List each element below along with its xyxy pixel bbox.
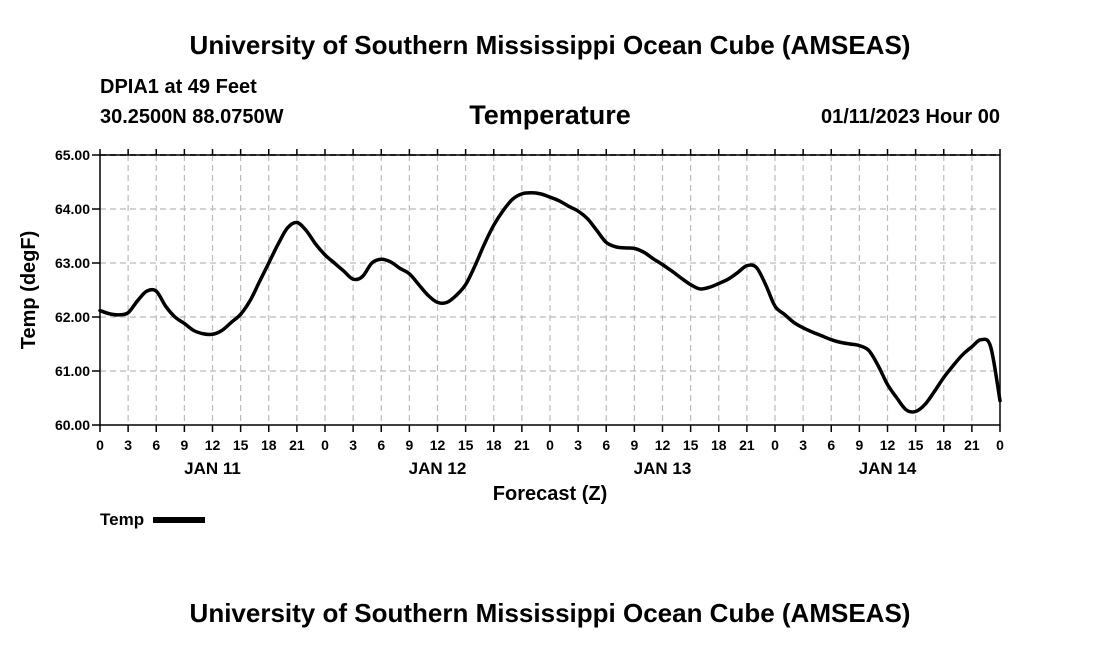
station-label: DPIA1 at 49 Feet [100,76,257,98]
x-tick-label: 3 [799,437,807,453]
y-tick-label: 62.00 [55,309,90,325]
x-tick-label: 12 [880,437,896,453]
x-tick-label: 3 [124,437,132,453]
x-tick-label: 15 [683,437,699,453]
legend-label: Temp [100,510,145,529]
footer-title: University of Southern Mississippi Ocean… [189,598,911,628]
coordinates-label: 30.2500N 88.0750W [100,106,284,128]
x-tick-label: 6 [602,437,610,453]
y-tick-label: 60.00 [55,417,90,433]
x-tick-label: 12 [655,437,671,453]
x-tick-label: 21 [964,437,980,453]
x-tick-label: 0 [771,437,779,453]
x-tick-label: 0 [96,437,104,453]
x-tick-label: 9 [180,437,188,453]
x-tick-label: 21 [289,437,305,453]
forecast-datetime: 01/11/2023 Hour 00 [820,106,1000,128]
legend-line-swatch [153,517,206,523]
x-tick-label: 12 [205,437,221,453]
x-tick-label: 15 [458,437,474,453]
chart-title: University of Southern Mississippi Ocean… [189,30,911,60]
x-tick-label: 0 [546,437,554,453]
x-tick-label: 6 [377,437,385,453]
x-tick-label: 0 [321,437,329,453]
x-tick-label: 15 [233,437,249,453]
x-tick-label: 3 [349,437,357,453]
grid [100,154,1000,425]
legend: Temp [100,510,206,530]
y-tick-label: 61.00 [55,363,90,379]
y-tick-label: 63.00 [55,255,90,271]
x-tick-label: 18 [261,437,277,453]
x-tick-label: 18 [711,437,727,453]
x-axis-label: Forecast (Z) [493,483,607,505]
variable-title: Temperature [469,100,631,130]
y-tick-label: 65.00 [55,147,90,163]
day-label: JAN 12 [409,459,467,478]
x-tick-label: 12 [430,437,446,453]
x-tick-label: 18 [936,437,952,453]
day-label: JAN 13 [634,459,692,478]
y-axis-label: Temp (degF) [18,231,40,350]
x-tick-label: 3 [574,437,582,453]
x-tick-label: 9 [630,437,638,453]
x-tick-label: 6 [152,437,160,453]
x-tick-label: 15 [908,437,924,453]
day-label: JAN 11 [184,459,241,478]
day-label: JAN 14 [859,459,917,478]
y-tick-label: 64.00 [55,201,90,217]
temp-series-line [98,191,1002,414]
x-tick-label: 9 [405,437,413,453]
x-tick-label: 21 [514,437,530,453]
x-tick-label: 9 [855,437,863,453]
x-tick-label: 0 [996,437,1004,453]
axes: 60.00 61.00 62.00 63.00 64.00 65.00 0 3 6 9 12 15 18… [55,147,1004,478]
x-tick-label: 6 [827,437,835,453]
x-tick-label: 18 [486,437,502,453]
x-tick-label: 21 [739,437,755,453]
